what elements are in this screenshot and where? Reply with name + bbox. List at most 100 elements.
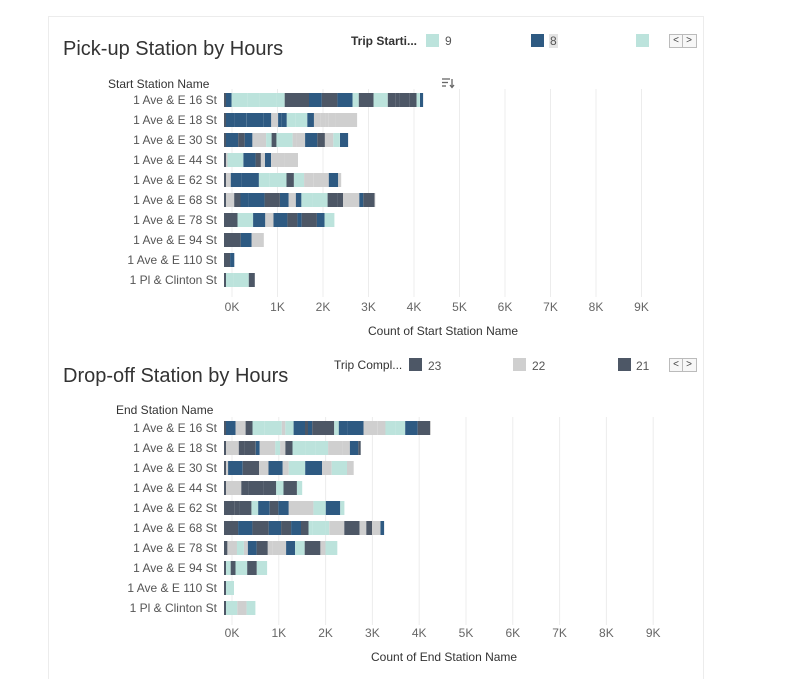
bar-segment[interactable] <box>309 93 322 107</box>
bar-segment[interactable] <box>320 541 326 555</box>
bar-segment[interactable] <box>241 481 249 495</box>
bar-segment[interactable] <box>358 93 374 107</box>
bar-segment[interactable] <box>349 441 359 455</box>
bar-segment[interactable] <box>313 113 321 127</box>
bar-segment[interactable] <box>284 153 298 167</box>
bar-segment[interactable] <box>255 153 261 167</box>
bar-segment[interactable] <box>263 113 272 127</box>
bar-segment[interactable] <box>230 173 242 187</box>
bar-segment[interactable] <box>278 501 289 515</box>
bar-segment[interactable] <box>276 93 285 107</box>
bar-segment[interactable] <box>242 173 259 187</box>
bar-segment[interactable] <box>387 93 396 107</box>
bar-segment[interactable] <box>272 541 287 555</box>
bar-segment[interactable] <box>255 441 260 455</box>
bar-segment[interactable] <box>359 193 364 207</box>
bar-segment[interactable] <box>224 253 231 267</box>
bar-segment[interactable] <box>248 193 265 207</box>
bar-segment[interactable] <box>286 113 296 127</box>
bar-segment[interactable] <box>366 521 372 535</box>
bar-segment[interactable] <box>224 273 234 287</box>
bar-segment[interactable] <box>305 421 308 435</box>
bar-segment[interactable] <box>234 501 240 515</box>
bar-segment[interactable] <box>399 93 410 107</box>
bar-segment[interactable] <box>420 93 424 107</box>
bar-segment[interactable] <box>258 173 270 187</box>
bar-segment[interactable] <box>224 601 238 615</box>
bar-segment[interactable] <box>245 421 253 435</box>
bar-segment[interactable] <box>304 541 321 555</box>
bar-segment[interactable] <box>347 421 364 435</box>
bar-segment[interactable] <box>363 193 375 207</box>
bar-segment[interactable] <box>285 421 294 435</box>
bar-segment[interactable] <box>246 601 256 615</box>
bar-segment[interactable] <box>248 273 255 287</box>
bar-segment[interactable] <box>325 541 338 555</box>
bar-segment[interactable] <box>247 93 260 107</box>
bar-segment[interactable] <box>293 173 305 187</box>
bar-segment[interactable] <box>285 441 293 455</box>
bar-segment[interactable] <box>331 213 335 227</box>
bar-segment[interactable] <box>230 561 236 575</box>
bar-segment[interactable] <box>301 93 310 107</box>
bar-segment[interactable] <box>224 581 234 595</box>
bar-segment[interactable] <box>244 441 256 455</box>
bar-segment[interactable] <box>291 521 301 535</box>
bar-segment[interactable] <box>265 213 274 227</box>
bar-segment[interactable] <box>335 113 358 127</box>
bar-segment[interactable] <box>324 421 335 435</box>
bar-segment[interactable] <box>312 421 325 435</box>
bar-segment[interactable] <box>340 133 349 147</box>
bar-segment[interactable] <box>301 213 317 227</box>
bar-segment[interactable] <box>281 113 287 127</box>
bar-segment[interactable] <box>276 133 293 147</box>
bar-segment[interactable] <box>259 93 277 107</box>
bar-segment[interactable] <box>224 461 229 475</box>
bar-segment[interactable] <box>292 133 297 147</box>
bar-segment[interactable] <box>296 133 306 147</box>
bar-segment[interactable] <box>308 421 313 435</box>
bar-segment[interactable] <box>253 213 266 227</box>
bar-segment[interactable] <box>236 541 244 555</box>
bar-segment[interactable] <box>321 93 338 107</box>
bar-segment[interactable] <box>224 173 231 187</box>
bar-segment[interactable] <box>243 153 256 167</box>
bar-segment[interactable] <box>234 113 247 127</box>
bar-segment[interactable] <box>224 481 232 495</box>
bar-segment[interactable] <box>287 213 298 227</box>
bar-segment[interactable] <box>230 253 235 267</box>
bar-segment[interactable] <box>256 561 268 575</box>
legend-swatch[interactable] <box>618 358 631 371</box>
bar-segment[interactable] <box>237 601 247 615</box>
bar-segment[interactable] <box>313 501 326 515</box>
bar-segment[interactable] <box>281 521 292 535</box>
bar-segment[interactable] <box>233 273 249 287</box>
bar-segment[interactable] <box>239 501 252 515</box>
bar-segment[interactable] <box>238 521 253 535</box>
bar-segment[interactable] <box>312 193 328 207</box>
bar-segment[interactable] <box>280 193 289 207</box>
legend-pager[interactable]: < > <box>669 358 697 372</box>
bar-segment[interactable] <box>416 93 420 107</box>
bar-segment[interactable] <box>242 461 259 475</box>
bar-segment[interactable] <box>276 481 284 495</box>
bar-segment[interactable] <box>293 421 305 435</box>
bar-segment[interactable] <box>259 461 269 475</box>
bar-segment[interactable] <box>358 441 361 455</box>
bar-segment[interactable] <box>288 461 306 475</box>
bar-segment[interactable] <box>395 421 406 435</box>
bar-segment[interactable] <box>288 193 296 207</box>
legend-next-button[interactable]: > <box>682 35 695 47</box>
bar-segment[interactable] <box>333 133 340 147</box>
bar-segment[interactable] <box>295 113 308 127</box>
legend-swatch[interactable] <box>426 34 439 47</box>
bar-segment[interactable] <box>269 173 287 187</box>
bar-segment[interactable] <box>343 193 360 207</box>
legend-swatch[interactable] <box>531 34 544 47</box>
bar-segment[interactable] <box>329 521 345 535</box>
bar-segment[interactable] <box>385 421 396 435</box>
bar-segment[interactable] <box>331 461 347 475</box>
bar-segment[interactable] <box>380 521 385 535</box>
bar-segment[interactable] <box>227 541 237 555</box>
bar-segment[interactable] <box>373 93 388 107</box>
